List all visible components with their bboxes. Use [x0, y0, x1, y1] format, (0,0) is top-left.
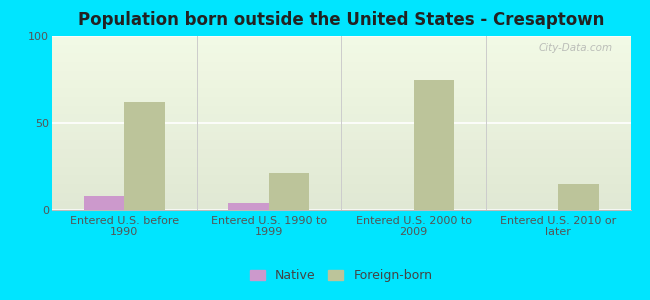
Bar: [52, 167, 630, 175]
Bar: [52, 114, 630, 123]
Bar: [52, 106, 630, 114]
Legend: Native, Foreign-born: Native, Foreign-born: [245, 264, 437, 287]
Bar: [84, 196, 124, 210]
Bar: [52, 123, 630, 132]
Bar: [52, 97, 630, 106]
Text: City-Data.com: City-Data.com: [539, 43, 613, 53]
Bar: [52, 140, 630, 149]
Bar: [228, 203, 269, 210]
Bar: [269, 173, 309, 210]
Title: Population born outside the United States - Cresaptown: Population born outside the United State…: [78, 11, 604, 29]
Bar: [413, 80, 454, 210]
Bar: [52, 45, 630, 53]
Bar: [52, 36, 630, 45]
Bar: [52, 201, 630, 210]
Bar: [52, 132, 630, 140]
Bar: [52, 71, 630, 80]
Bar: [52, 53, 630, 62]
Bar: [52, 88, 630, 97]
Bar: [52, 184, 630, 193]
Bar: [52, 158, 630, 167]
Bar: [52, 149, 630, 158]
Bar: [52, 193, 630, 201]
Bar: [52, 175, 630, 184]
Bar: [124, 102, 165, 210]
Bar: [52, 80, 630, 88]
Bar: [52, 62, 630, 71]
Bar: [558, 184, 599, 210]
